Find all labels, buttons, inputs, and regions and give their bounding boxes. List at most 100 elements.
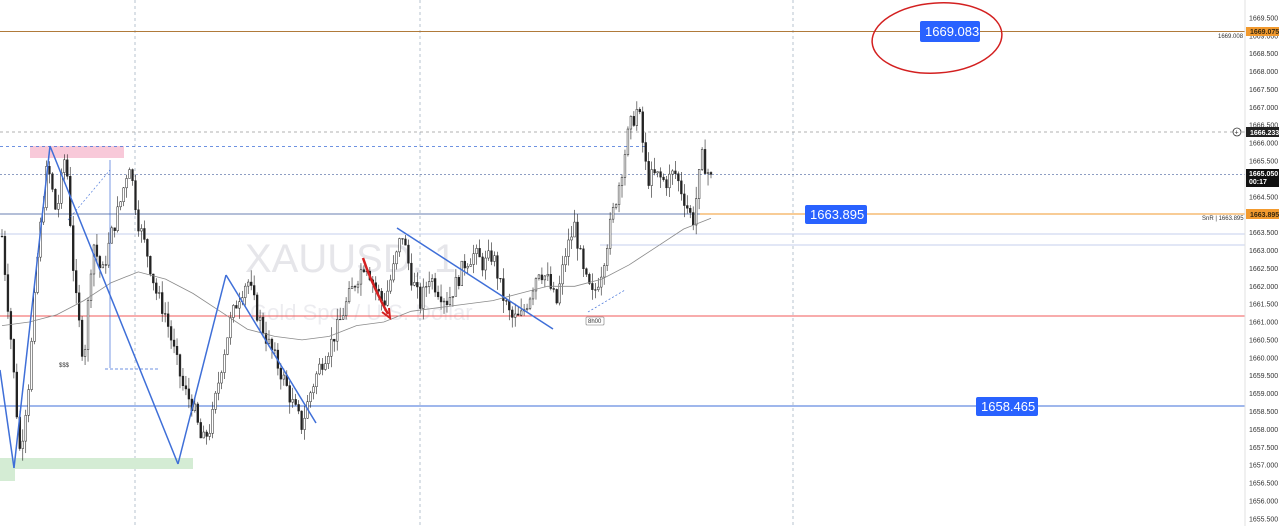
candle-body bbox=[567, 239, 570, 257]
candle-body bbox=[683, 193, 686, 206]
resistance-price-tag bbox=[1246, 27, 1279, 36]
instrument-watermark: Gold Spot / U.S. Dollar bbox=[250, 300, 473, 325]
candle-body bbox=[656, 171, 659, 174]
candle-body bbox=[92, 244, 96, 275]
candle-body bbox=[83, 349, 87, 357]
candle-body bbox=[184, 385, 188, 390]
candle-body bbox=[134, 180, 137, 211]
candle-body bbox=[158, 292, 161, 294]
candle-body bbox=[229, 317, 232, 339]
demand-zone-extension bbox=[0, 469, 15, 481]
candle-body bbox=[582, 248, 585, 269]
candle-body bbox=[404, 238, 407, 246]
add-alert-icon[interactable] bbox=[1232, 127, 1242, 137]
candle-body bbox=[57, 203, 60, 210]
candle-body bbox=[122, 187, 125, 202]
candle-body bbox=[63, 159, 66, 173]
candle-body bbox=[508, 300, 511, 311]
trend-line[interactable] bbox=[225, 274, 317, 424]
candle-body bbox=[591, 283, 594, 290]
candle-body bbox=[187, 388, 191, 400]
low-level-label[interactable] bbox=[976, 397, 1038, 416]
candle-body bbox=[169, 326, 173, 341]
live-price-text: 1665.050 bbox=[1249, 171, 1278, 178]
candle-body bbox=[261, 316, 265, 334]
candle-body bbox=[54, 189, 57, 210]
candle-body bbox=[478, 248, 481, 258]
price-tick-label: 1668.500 bbox=[1249, 51, 1278, 58]
candle-body bbox=[33, 292, 36, 342]
candle-body bbox=[413, 282, 416, 286]
candle-body bbox=[496, 255, 499, 279]
trend-projection bbox=[67, 169, 111, 221]
candle-body bbox=[436, 291, 440, 298]
price-tick-label: 1667.500 bbox=[1249, 87, 1278, 94]
candle-body bbox=[445, 300, 449, 305]
price-tick-label: 1655.500 bbox=[1249, 516, 1278, 523]
trend-line[interactable] bbox=[396, 227, 554, 330]
candle-body bbox=[695, 198, 698, 226]
supply-zone[interactable] bbox=[30, 146, 124, 158]
candle-body bbox=[101, 264, 105, 269]
candle-body bbox=[253, 285, 256, 296]
candle-body bbox=[641, 111, 644, 143]
plus-icon: + bbox=[1235, 130, 1239, 137]
price-tick-label: 1667.000 bbox=[1249, 105, 1278, 112]
candle-body bbox=[514, 313, 517, 318]
candle-body bbox=[576, 221, 579, 249]
trend-line[interactable] bbox=[49, 145, 179, 465]
candle-body bbox=[342, 315, 345, 320]
target-level-text: 1669.083 bbox=[925, 24, 979, 39]
time-label-box bbox=[585, 316, 605, 326]
candle-body bbox=[517, 313, 520, 316]
candle-body bbox=[6, 274, 10, 312]
target-level-label[interactable] bbox=[920, 21, 980, 42]
candle-body bbox=[51, 173, 54, 190]
candle-body bbox=[597, 286, 600, 290]
trend-line[interactable] bbox=[0, 369, 15, 469]
demand-zone[interactable] bbox=[0, 458, 193, 469]
candle-body bbox=[193, 403, 196, 411]
candle-body bbox=[282, 374, 285, 380]
candle-body bbox=[110, 227, 113, 244]
candle-body bbox=[564, 256, 567, 266]
candle-body bbox=[629, 116, 633, 130]
candle-body bbox=[433, 278, 437, 293]
candle-body bbox=[579, 248, 582, 250]
trend-line[interactable] bbox=[177, 274, 227, 465]
candle-body bbox=[709, 172, 713, 175]
candle-body bbox=[267, 338, 271, 344]
candle-body bbox=[502, 278, 505, 301]
price-tick-label: 1658.000 bbox=[1249, 427, 1278, 434]
price-tick-label: 1657.500 bbox=[1249, 445, 1278, 452]
price-tick-label: 1666.500 bbox=[1249, 123, 1278, 130]
price-tick-label: 1666.000 bbox=[1249, 141, 1278, 148]
candle-body bbox=[606, 248, 609, 266]
candle-body bbox=[27, 389, 30, 416]
candle-body bbox=[164, 313, 167, 315]
candle-body bbox=[30, 341, 33, 390]
candle-body bbox=[80, 319, 84, 357]
candle-body bbox=[680, 180, 683, 195]
candle-body bbox=[291, 399, 294, 403]
candle-body bbox=[359, 269, 363, 285]
candle-body bbox=[247, 281, 250, 287]
candle-body bbox=[12, 339, 16, 373]
trend-line[interactable] bbox=[13, 145, 51, 469]
mid-level-label[interactable] bbox=[805, 205, 867, 224]
price-axis[interactable]: 1669.500 1669.000 1668.500 1668.000 1667.500… bbox=[1249, 15, 1278, 523]
symbol-watermark: XAUUSD, 1 bbox=[245, 237, 456, 281]
candle-body bbox=[347, 288, 351, 303]
snr-note: SnR | 1663.895 bbox=[1202, 216, 1244, 222]
candle-body bbox=[72, 225, 75, 271]
candle-body bbox=[137, 209, 140, 232]
candle-body bbox=[140, 228, 143, 232]
red-arrow[interactable] bbox=[361, 257, 390, 315]
candle-body bbox=[324, 363, 327, 370]
candle-body bbox=[321, 363, 324, 370]
live-price-tag bbox=[1246, 169, 1279, 187]
candle-body bbox=[505, 300, 508, 302]
candle-body bbox=[232, 305, 235, 318]
